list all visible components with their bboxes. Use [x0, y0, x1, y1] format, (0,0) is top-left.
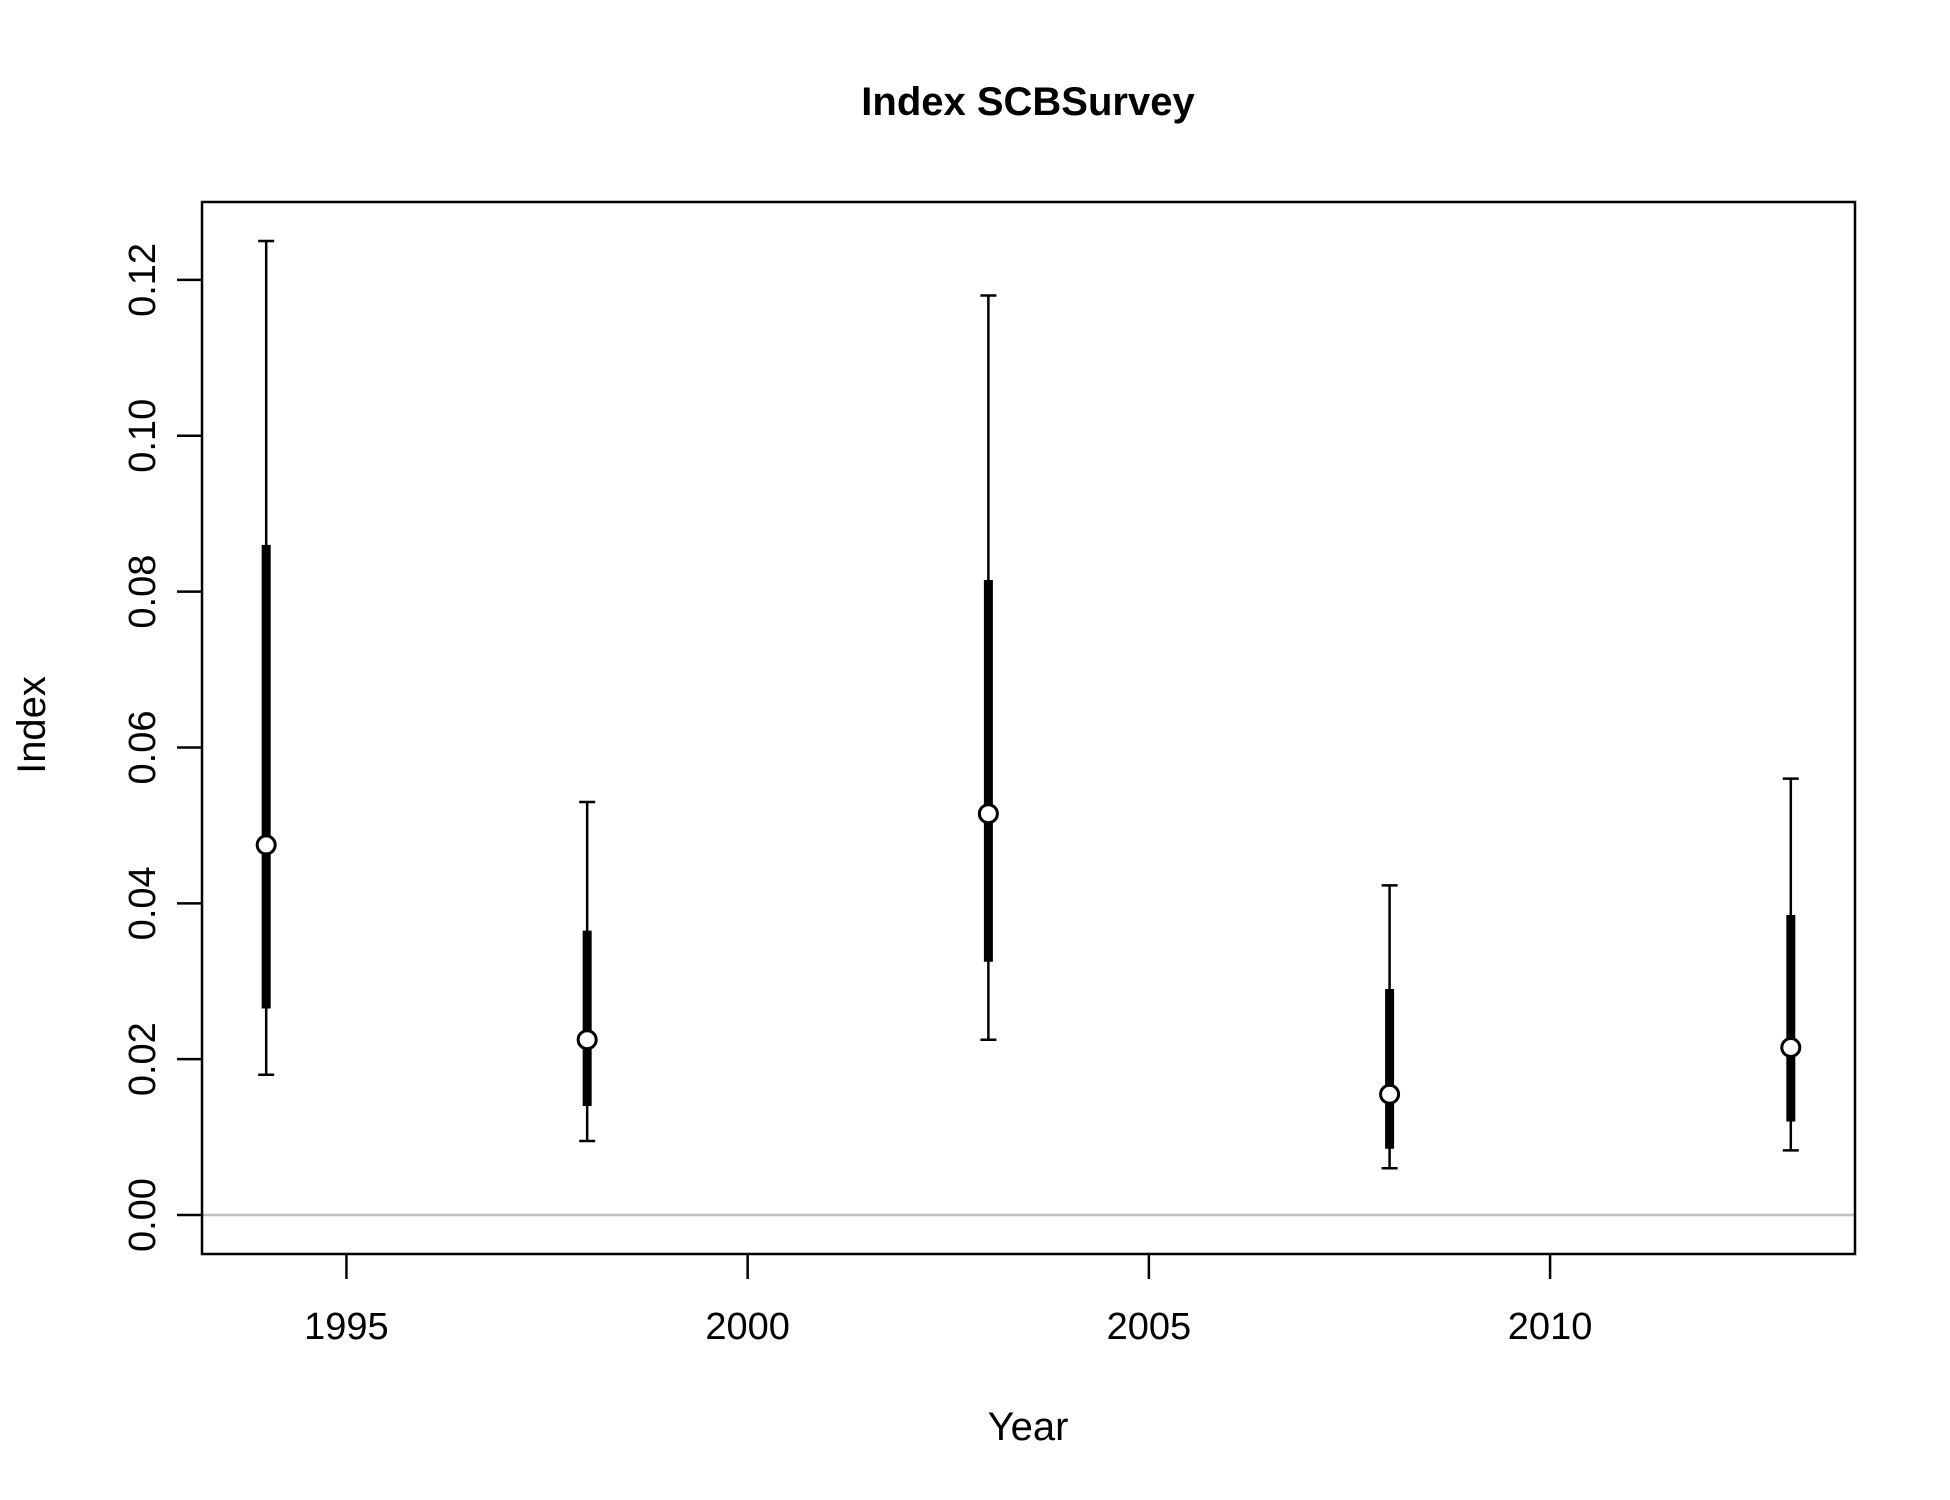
- index-point: [576, 1029, 598, 1051]
- plot-frame: [200, 200, 1857, 1256]
- index-point-group: [255, 239, 277, 1077]
- y-axis: 0.00 0.02 0.04 0.06 0.08 0.10 0.12: [122, 243, 202, 1252]
- y-tick-label: 0.08: [122, 555, 164, 629]
- y-tick-label: 0.04: [122, 866, 164, 940]
- index-point: [255, 834, 277, 856]
- index-point: [1379, 1083, 1401, 1105]
- chart-title: Index SCBSurvey: [861, 80, 1195, 124]
- x-axis: 1995 2000 2005 2010: [304, 1254, 1592, 1348]
- index-point-group: [1780, 777, 1802, 1152]
- y-tick-label: 0.02: [122, 1022, 164, 1096]
- y-tick-label: 0.12: [122, 243, 164, 317]
- x-tick-label: 1995: [304, 1306, 389, 1348]
- x-tick-label: 2010: [1508, 1306, 1593, 1348]
- x-axis-title: Year: [988, 1405, 1069, 1449]
- x-tick-label: 2005: [1107, 1306, 1192, 1348]
- index-point-group: [576, 800, 598, 1143]
- x-tick-label: 2000: [705, 1306, 790, 1348]
- index-point: [1780, 1036, 1802, 1058]
- index-point: [977, 803, 999, 825]
- y-tick-label: 0.00: [122, 1178, 164, 1252]
- index-point-group: [1379, 884, 1401, 1170]
- index-point-group: [977, 294, 999, 1041]
- y-axis-title: Index: [10, 676, 54, 774]
- y-tick-label: 0.10: [122, 399, 164, 473]
- y-tick-label: 0.06: [122, 710, 164, 784]
